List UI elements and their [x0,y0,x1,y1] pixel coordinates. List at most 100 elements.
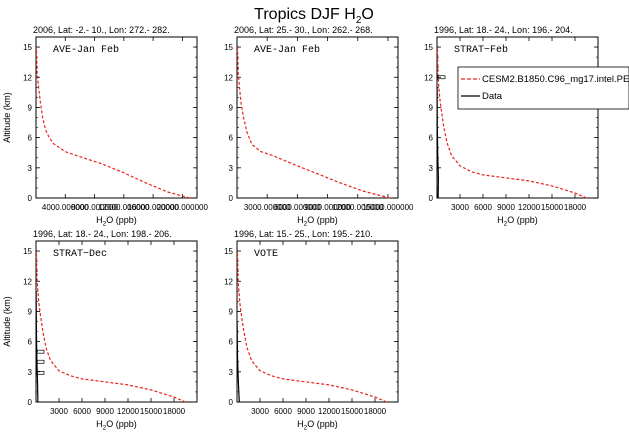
x-axis-label: H2O (ppb) [297,215,338,228]
x-tick-label: 18000 [163,407,186,416]
panels: 2006, Lat: -2.- 10., Lon: 272.- 282. 0 3 6 9… [2,25,599,432]
y-tick-label: 9 [229,103,234,112]
panel-4: 1996, Lat: 18.- 24., Lon: 198.- 206. 0 3 6 9… [2,229,198,432]
data-series-line [436,87,440,199]
x-tick-label: 15000.000000 [362,203,414,212]
y-tick-label: 0 [28,398,33,407]
model-series-line [236,251,387,403]
panel-inner-label: STRAT−Feb [454,44,508,56]
model-series-line [436,47,587,199]
x-tick-label: 12000 [318,407,341,416]
figure-title: Tropics DJF H2O [254,6,374,26]
data-error-bar [36,370,45,375]
y-tick-label: 12 [23,73,32,82]
x-tick-label: 3000 [50,407,68,416]
x-tick-label: 3000.000000 [244,203,291,212]
x-tick-label: 6000 [274,407,292,416]
model-series-line [236,47,391,199]
x-tick-label: 8000.000000 [71,203,118,212]
y-tick-label: 6 [229,338,234,347]
y-tick-label: 15 [23,43,32,52]
y-tick-label: 6 [229,134,234,143]
y-tick-label: 12 [23,277,32,286]
plot-frame [236,240,399,403]
y-tick-label: 15 [224,43,233,52]
y-tick-label: 15 [224,247,233,256]
panel-1: 2006, Lat: -2.- 10., Lon: 272.- 282. 0 3 6 9… [2,25,208,228]
panel-header: 1996, Lat: 15.- 25., Lon: 195.- 210. [234,229,373,239]
x-tick-label: 3000 [451,203,469,212]
x-tick-label: 15000 [541,203,564,212]
panel-header: 1996, Lat: 18.- 24., Lon: 196.- 204. [434,25,573,35]
y-tick-label: 3 [429,164,434,173]
x-tick-label: 20000.000000 [157,203,209,212]
x-tick-label: 9000 [297,407,315,416]
data-error-bar [36,359,45,364]
x-tick-label: 4000.000000 [42,203,89,212]
y-tick-label: 15 [424,43,433,52]
panel-header: 2006, Lat: 25.- 30., Lon: 262.- 268. [234,25,373,35]
x-tick-label: 9000.000000 [304,203,351,212]
x-axis-label: H2O (ppb) [96,215,137,228]
y-tick-label: 9 [28,103,33,112]
data-error-bar [437,75,446,80]
panel-header: 1996, Lat: 18.- 24., Lon: 198.- 206. [33,229,172,239]
y-tick-label: 3 [28,368,33,377]
model-series-line [35,251,186,403]
y-tick-label: 6 [429,134,434,143]
x-tick-label: 9000 [96,407,114,416]
x-tick-label: 18000 [364,407,387,416]
y-tick-label: 6 [28,338,33,347]
panel-inner-label: STRAT−Dec [53,249,107,260]
y-tick-label: 12 [424,73,433,82]
legend: CESM2.B1850.C96_mg17.intel.PE Data [457,66,629,110]
x-tick-label: 15000 [341,407,364,416]
x-tick-label: 6000.000000 [274,203,321,212]
y-tick-label: 9 [28,307,33,316]
x-tick-label: 15000 [140,407,163,416]
y-tick-label: 3 [28,164,33,173]
y-tick-label: 3 [229,368,234,377]
panel-3: 1996, Lat: 18.- 24., Lon: 196.- 204. 0 3 6 9… [424,25,599,228]
panel-inner-label: AVE-Jan Feb [53,44,119,56]
y-tick-label: 0 [229,398,234,407]
panel-2: 2006, Lat: 25.- 30., Lon: 262.- 268. 0 3 6 9… [224,25,414,228]
x-axis-label: H2O (ppb) [497,215,538,228]
y-tick-label: 9 [229,307,234,316]
panel-inner-label: AVE-Jan Feb [254,44,320,56]
legend-data-label: Data [482,91,503,102]
x-tick-label: 12000 [117,407,140,416]
y-tick-label: 12 [224,277,233,286]
plot-frame [35,240,198,403]
y-tick-label: 12 [224,73,233,82]
legend-box [457,66,629,110]
panel-inner-label: VOTE [254,249,278,260]
y-tick-label: 6 [28,134,33,143]
y-axis-label: Altitude (km) [2,296,12,347]
y-tick-label: 0 [229,194,234,203]
y-axis-label: Altitude (km) [2,92,12,143]
x-tick-label: 3000 [251,407,269,416]
data-series-line [236,321,240,403]
x-tick-label: 12000.000000 [332,203,384,212]
x-tick-label: 16000.000000 [128,203,180,212]
plot-frame [436,36,599,199]
x-axis-label: H2O (ppb) [96,419,137,432]
x-tick-label: 6000 [73,407,91,416]
legend-model-label: CESM2.B1850.C96_mg17.intel.PE [482,74,629,85]
y-tick-label: 3 [229,164,234,173]
x-tick-label: 12000.000000 [98,203,150,212]
panel-5: 1996, Lat: 15.- 25., Lon: 195.- 210. 0 3 6 9… [224,229,399,432]
data-error-bar [36,349,45,354]
x-tick-label: 12000 [518,203,541,212]
x-axis-label: H2O (ppb) [297,419,338,432]
plot-frame [35,36,198,199]
x-tick-label: 6000 [474,203,492,212]
y-tick-label: 0 [429,194,434,203]
x-tick-label: 9000 [497,203,515,212]
y-tick-label: 9 [429,103,434,112]
y-tick-label: 0 [28,194,33,203]
model-series-line [35,47,190,199]
y-tick-label: 15 [23,247,32,256]
